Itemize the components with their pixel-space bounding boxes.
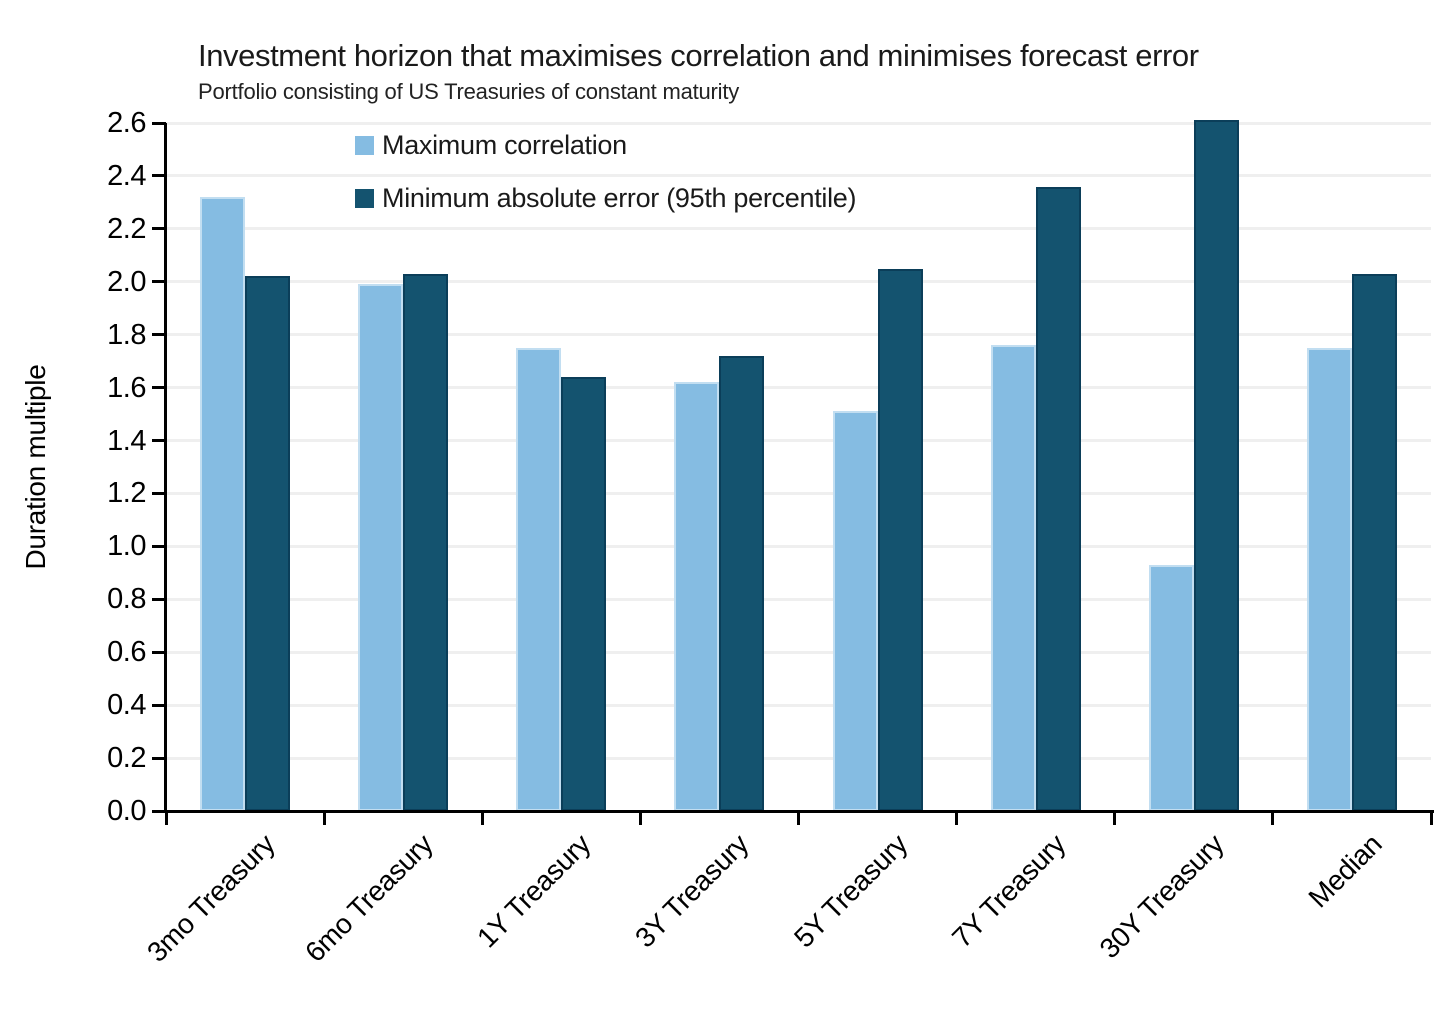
gridline — [166, 439, 1431, 443]
y-tick-label: 0.2 — [107, 742, 146, 775]
y-tick — [152, 491, 166, 495]
bar-max-correlation — [358, 284, 404, 811]
bar-min-abs-error — [877, 268, 923, 811]
gridline — [166, 703, 1431, 707]
y-tick — [152, 597, 166, 601]
x-axis-line — [164, 810, 1434, 813]
y-tick — [152, 174, 166, 178]
x-tick — [638, 811, 642, 825]
bar-max-correlation — [990, 345, 1036, 811]
gridline — [166, 333, 1431, 337]
bar-max-correlation — [1306, 347, 1352, 811]
x-tick — [1271, 811, 1275, 825]
y-axis-title: Duration multiple — [20, 364, 51, 570]
legend-item-min-abs-error: Minimum absolute error (95th percentile) — [355, 183, 857, 213]
bar-max-correlation — [200, 197, 246, 811]
chart-title: Investment horizon that maximises correl… — [198, 38, 1199, 73]
x-tick — [480, 811, 484, 825]
legend-item-max-correlation: Maximum correlation — [355, 130, 856, 160]
y-tick-label: 1.2 — [107, 477, 146, 510]
y-axis-line — [164, 123, 167, 813]
bar-max-correlation — [1148, 564, 1194, 811]
x-tick — [164, 811, 168, 825]
bar-min-abs-error — [403, 273, 449, 811]
x-axis-label: 6mo Treasury — [298, 828, 439, 968]
x-axis-label: 3mo Treasury — [140, 828, 281, 968]
y-tick-label: 2.2 — [107, 212, 146, 245]
y-tick-label: 2.4 — [107, 159, 146, 192]
bar-min-abs-error — [245, 276, 291, 811]
bar-min-abs-error — [719, 355, 765, 811]
y-tick-label: 1.4 — [107, 424, 146, 457]
gridline — [166, 597, 1431, 601]
y-tick — [152, 756, 166, 760]
bar-max-correlation — [832, 411, 878, 811]
legend: Maximum correlation Minimum absolute err… — [355, 130, 857, 237]
legend-swatch-min-abs-error — [355, 189, 374, 208]
y-tick — [152, 703, 166, 707]
gridline — [166, 756, 1431, 760]
x-axis-label: 3Y Treasury — [629, 828, 755, 954]
gridline — [166, 650, 1431, 654]
x-tick — [797, 811, 800, 825]
gridline — [166, 227, 1431, 231]
bar-min-abs-error — [561, 377, 607, 811]
legend-label: Minimum absolute error (95th percentile) — [382, 183, 857, 213]
y-tick-label: 0.8 — [107, 583, 146, 616]
x-axis-label: 30Y Treasury — [1093, 828, 1230, 965]
legend-label: Maximum correlation — [382, 130, 627, 160]
y-tick — [152, 121, 166, 125]
y-tick — [152, 333, 166, 337]
y-tick — [152, 650, 166, 654]
gridline — [166, 280, 1431, 284]
y-tick-label: 2.6 — [107, 107, 146, 139]
legend-swatch-max-correlation — [355, 136, 374, 155]
y-tick-label: 0.6 — [107, 636, 146, 669]
y-tick-label: 2.0 — [107, 265, 146, 298]
plot-area — [166, 120, 1431, 811]
y-tick-label: 0.0 — [107, 795, 146, 827]
gridline — [166, 174, 1431, 178]
y-tick-label: 1.8 — [107, 318, 146, 351]
x-axis-label: 1Y Treasury — [471, 828, 597, 954]
y-tick — [152, 544, 166, 548]
chart-subtitle: Portfolio consisting of US Treasuries of… — [198, 79, 740, 104]
x-tick — [955, 811, 959, 825]
x-tick — [1113, 811, 1117, 825]
y-tick-label: 1.6 — [107, 371, 146, 404]
x-tick — [1429, 811, 1433, 825]
bar-max-correlation — [674, 382, 720, 811]
x-axis-label: 7Y Treasury — [945, 828, 1071, 954]
y-tick — [152, 439, 166, 443]
gridline — [166, 491, 1431, 495]
y-tick — [152, 227, 166, 231]
y-tick — [152, 809, 166, 813]
gridline — [166, 544, 1431, 548]
gridline — [166, 386, 1431, 390]
x-axis-label: Median — [1301, 828, 1388, 914]
bar-min-abs-error — [1193, 120, 1239, 811]
bar-max-correlation — [516, 347, 562, 811]
x-tick — [322, 811, 326, 825]
x-axis-label: 5Y Treasury — [787, 828, 913, 954]
y-tick-label: 0.4 — [107, 689, 146, 722]
bar-min-abs-error — [1035, 186, 1081, 811]
y-tick-label: 1.0 — [107, 530, 146, 563]
y-tick — [152, 386, 166, 390]
bar-min-abs-error — [1351, 273, 1397, 811]
gridline — [166, 121, 1431, 125]
y-tick — [152, 280, 166, 284]
